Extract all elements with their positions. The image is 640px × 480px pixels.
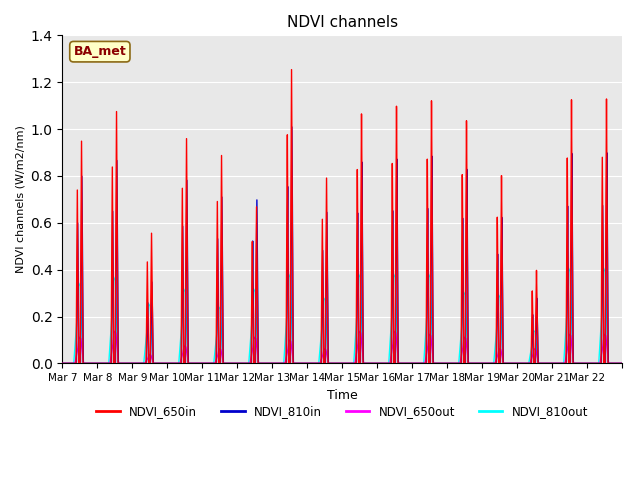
Line: NDVI_650in: NDVI_650in: [62, 70, 622, 363]
Y-axis label: NDVI channels (W/m2/nm): NDVI channels (W/m2/nm): [15, 125, 25, 273]
NDVI_810out: [504, 360, 511, 366]
NDVI_810out: [86, 360, 94, 366]
NDVI_810in: [288, 124, 296, 130]
NDVI_650in: [390, 360, 397, 366]
NDVI_650out: [390, 333, 397, 338]
NDVI_650in: [58, 360, 66, 366]
NDVI_650out: [261, 360, 269, 366]
NDVI_650in: [414, 360, 422, 366]
NDVI_650in: [261, 360, 269, 366]
NDVI_810in: [261, 360, 269, 366]
NDVI_650out: [504, 360, 511, 366]
NDVI_650in: [474, 360, 481, 366]
NDVI_810in: [86, 360, 94, 366]
NDVI_650out: [618, 360, 626, 366]
Line: NDVI_810in: NDVI_810in: [62, 127, 622, 363]
X-axis label: Time: Time: [327, 389, 358, 402]
NDVI_810in: [474, 360, 481, 366]
NDVI_650in: [618, 360, 626, 366]
NDVI_810in: [618, 360, 626, 366]
NDVI_650in: [86, 360, 94, 366]
Title: NDVI channels: NDVI channels: [287, 15, 398, 30]
NDVI_810in: [504, 360, 511, 366]
NDVI_650out: [58, 360, 66, 366]
Text: BA_met: BA_met: [74, 45, 126, 58]
Line: NDVI_810out: NDVI_810out: [62, 268, 622, 363]
NDVI_810out: [414, 360, 422, 366]
NDVI_650out: [474, 360, 481, 366]
NDVI_810out: [474, 360, 481, 366]
Line: NDVI_650out: NDVI_650out: [62, 331, 622, 363]
NDVI_650in: [288, 67, 296, 72]
Legend: NDVI_650in, NDVI_810in, NDVI_650out, NDVI_810out: NDVI_650in, NDVI_810in, NDVI_650out, NDV…: [92, 401, 593, 423]
NDVI_810in: [414, 360, 422, 366]
NDVI_650out: [86, 360, 94, 366]
NDVI_810in: [390, 335, 397, 340]
NDVI_810out: [600, 265, 607, 271]
NDVI_810out: [618, 360, 626, 366]
NDVI_810out: [261, 360, 269, 366]
NDVI_810in: [58, 360, 66, 366]
NDVI_650out: [414, 360, 422, 366]
NDVI_650out: [110, 328, 118, 334]
NDVI_810out: [58, 360, 66, 366]
NDVI_810out: [390, 271, 397, 277]
NDVI_650in: [504, 360, 511, 366]
